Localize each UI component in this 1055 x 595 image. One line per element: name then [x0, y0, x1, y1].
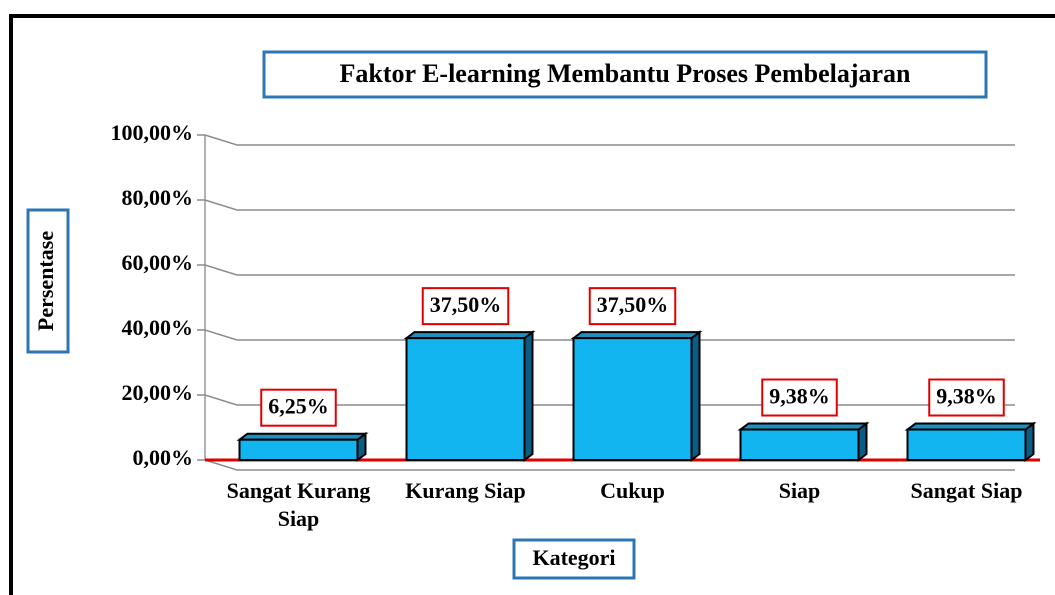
value-label: 37,50%	[430, 292, 502, 317]
bar	[405, 337, 526, 461]
y-tick-label: 0,00%	[133, 445, 194, 470]
y-tick-label: 100,00%	[111, 120, 194, 145]
frame	[9, 14, 1055, 595]
value-label: 6,25%	[268, 394, 329, 419]
x-tick-label: Siap	[778, 478, 821, 503]
bar-side	[690, 330, 701, 462]
grid-line	[197, 134, 1015, 146]
value-label-box	[928, 378, 1005, 417]
title-box	[262, 50, 988, 99]
x-tick-label: Sangat Siap	[910, 478, 1023, 503]
value-label: 9,38%	[769, 384, 830, 409]
y-tick-label: 20,00%	[122, 380, 194, 405]
y-tick-label: 40,00%	[122, 315, 194, 340]
x-tick-label: Kurang Siap	[405, 478, 526, 503]
bar	[572, 337, 693, 461]
y-tick-label: 60,00%	[122, 250, 194, 275]
grid-line	[197, 459, 1015, 471]
value-label: 9,38%	[936, 384, 997, 409]
value-label-box	[588, 287, 677, 326]
value-label: 37,50%	[597, 292, 669, 317]
grid-line	[197, 199, 1015, 211]
y-axis-label: Persentase	[33, 231, 58, 331]
value-label-box	[761, 378, 838, 417]
x-tick-label: Cukup	[600, 478, 665, 503]
bar	[906, 428, 1027, 462]
y-label-box	[26, 208, 70, 354]
bar	[238, 438, 359, 461]
bar	[739, 428, 860, 462]
x-axis-label: Kategori	[532, 545, 615, 570]
value-label-box	[421, 287, 510, 326]
x-label-box	[512, 538, 636, 580]
chart-title: Faktor E-learning Membantu Proses Pembel…	[340, 59, 912, 88]
grid-line	[197, 264, 1015, 276]
y-tick-label: 80,00%	[122, 185, 194, 210]
bar-side	[523, 330, 534, 462]
value-label-box	[260, 388, 337, 427]
x-tick-label: Sangat Kurang Siap	[226, 478, 371, 531]
